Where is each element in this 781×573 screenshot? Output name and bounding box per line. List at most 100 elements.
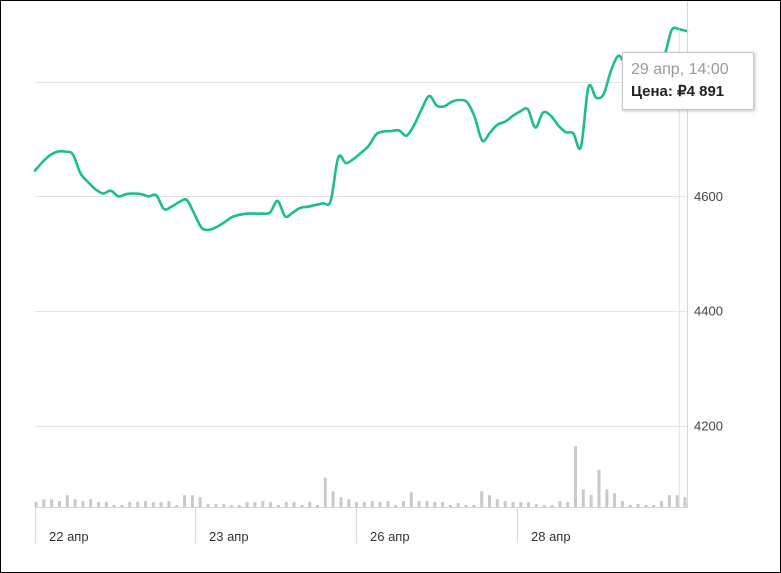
volume-bar — [284, 502, 288, 507]
volume-bar — [73, 499, 77, 507]
volume-bar — [34, 502, 38, 507]
tooltip-price-row: Цена: ₽4 891 — [631, 82, 745, 102]
volume-bar — [667, 495, 671, 507]
volume-bar — [589, 495, 593, 507]
grid-layer — [35, 82, 688, 427]
volume-bar — [198, 497, 202, 507]
volume-bar — [175, 505, 179, 507]
volume-bar — [167, 501, 171, 507]
volume-bar — [581, 489, 585, 507]
volume-bar — [683, 497, 687, 507]
volume-bar — [355, 502, 359, 507]
volume-bar — [276, 505, 280, 507]
volume-bar — [558, 501, 562, 507]
volume-bar — [245, 502, 249, 507]
volume-bar — [660, 501, 663, 507]
volume-bar — [339, 497, 343, 507]
volume-bar — [89, 499, 93, 507]
volume-bar — [448, 505, 452, 507]
price-tooltip: 29 апр, 14:00 Цена: ₽4 891 — [622, 52, 754, 110]
volume-bar — [222, 504, 226, 507]
y-tick-label: 4400 — [694, 304, 723, 319]
volume-bar — [97, 502, 101, 507]
volume-bar — [214, 504, 218, 507]
volume-bar — [300, 505, 304, 507]
volume-bar — [644, 505, 648, 507]
volume-bar — [456, 503, 460, 507]
volume-bar — [464, 505, 468, 507]
volume-bar — [402, 501, 405, 507]
volume-bar — [675, 495, 679, 507]
volume-bar — [183, 495, 187, 507]
x-tick-label: 22 апр — [49, 529, 89, 544]
volume-bar — [480, 491, 484, 507]
volume-bar — [331, 491, 335, 507]
volume-bar — [534, 504, 538, 507]
volume-bar — [511, 502, 515, 507]
volume-bar — [605, 489, 609, 507]
volume-bar — [550, 505, 554, 507]
volume-bar — [65, 495, 69, 507]
volume-bar — [128, 502, 132, 507]
tooltip-price-value: ₽4 891 — [677, 83, 725, 100]
volume-bar — [378, 502, 382, 507]
volume-bar — [190, 495, 194, 507]
volume-bar — [370, 501, 374, 507]
y-tick-label: 4200 — [694, 419, 723, 434]
volume-bar — [542, 505, 546, 507]
volume-bar — [362, 502, 366, 507]
volume-bar — [50, 499, 54, 507]
volume-bar — [269, 502, 273, 507]
volume-bar — [42, 499, 46, 507]
volume-bar — [519, 502, 523, 507]
tooltip-price-label: Цена: — [631, 83, 673, 100]
volume-bar — [292, 502, 296, 507]
volume-bars — [34, 446, 687, 507]
volume-bar — [472, 505, 476, 507]
volume-bar — [441, 502, 445, 507]
volume-bar — [409, 492, 413, 507]
y-tick-label: 4600 — [694, 189, 723, 204]
volume-bar — [495, 499, 499, 507]
x-axis-ticks: 22 апр 23 апр 26 апр 28 апр — [35, 507, 571, 544]
volume-bar — [81, 501, 85, 507]
volume-bar — [597, 469, 601, 507]
volume-bar — [620, 501, 624, 507]
volume-bar — [433, 502, 437, 507]
price-line-layer — [33, 26, 689, 232]
y-axis-ticks: 4200 4400 4600 — [694, 189, 723, 434]
x-tick-label: 28 апр — [531, 529, 571, 544]
volume-bar — [394, 505, 398, 507]
tooltip-date: 29 апр, 14:00 — [631, 61, 729, 78]
volume-bar — [566, 502, 570, 507]
volume-bar — [417, 501, 421, 507]
volume-bar — [316, 505, 319, 507]
axis-layer — [35, 1, 688, 508]
volume-bar — [503, 501, 507, 507]
volume-bar — [58, 501, 61, 507]
volume-bar — [347, 499, 351, 507]
volume-bar — [144, 501, 147, 507]
volume-bar — [159, 502, 163, 507]
volume-bar — [112, 505, 116, 507]
volume-bar — [206, 504, 210, 507]
x-tick-label: 26 апр — [370, 529, 410, 544]
volume-bar — [488, 495, 491, 507]
volume-bar — [613, 493, 617, 507]
volume-bar — [574, 446, 577, 507]
volume-bar — [323, 477, 327, 507]
volume-bar — [104, 502, 108, 507]
volume-bar — [386, 501, 390, 507]
x-tick-label: 23 апр — [209, 529, 249, 544]
volume-bar — [527, 502, 531, 507]
volume-bar — [230, 505, 233, 507]
volume-bar — [261, 501, 265, 507]
volume-bar — [652, 505, 656, 507]
volume-bar — [628, 505, 632, 507]
volume-bar — [308, 502, 312, 507]
volume-bar — [253, 502, 257, 507]
volume-bar — [425, 501, 429, 507]
volume-bar — [136, 502, 140, 507]
